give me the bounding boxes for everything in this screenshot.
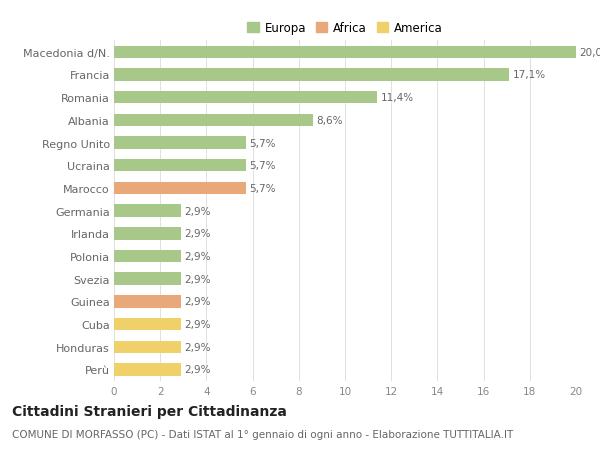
Text: 5,7%: 5,7% — [249, 161, 275, 171]
Text: 2,9%: 2,9% — [184, 274, 211, 284]
Bar — [114, 318, 181, 330]
Bar — [114, 160, 245, 172]
Legend: Europa, Africa, America: Europa, Africa, America — [245, 20, 445, 38]
Bar — [114, 137, 245, 150]
Text: 8,6%: 8,6% — [316, 116, 343, 126]
Bar — [114, 228, 181, 240]
Bar — [114, 205, 181, 218]
Bar — [114, 114, 313, 127]
Text: 20,0%: 20,0% — [580, 48, 600, 58]
Bar — [114, 341, 181, 353]
Bar — [114, 69, 509, 82]
Bar — [114, 182, 245, 195]
Text: 17,1%: 17,1% — [512, 70, 545, 80]
Bar — [114, 273, 181, 285]
Bar — [114, 296, 181, 308]
Text: 5,7%: 5,7% — [249, 138, 275, 148]
Bar — [114, 250, 181, 263]
Text: 2,9%: 2,9% — [184, 319, 211, 330]
Text: 2,9%: 2,9% — [184, 364, 211, 375]
Text: 11,4%: 11,4% — [381, 93, 414, 103]
Text: 2,9%: 2,9% — [184, 342, 211, 352]
Bar — [114, 46, 576, 59]
Text: 2,9%: 2,9% — [184, 229, 211, 239]
Bar — [114, 92, 377, 104]
Text: 2,9%: 2,9% — [184, 206, 211, 216]
Text: 2,9%: 2,9% — [184, 297, 211, 307]
Text: Cittadini Stranieri per Cittadinanza: Cittadini Stranieri per Cittadinanza — [12, 404, 287, 418]
Bar — [114, 364, 181, 376]
Text: 2,9%: 2,9% — [184, 252, 211, 262]
Text: COMUNE DI MORFASSO (PC) - Dati ISTAT al 1° gennaio di ogni anno - Elaborazione T: COMUNE DI MORFASSO (PC) - Dati ISTAT al … — [12, 429, 513, 439]
Text: 5,7%: 5,7% — [249, 184, 275, 194]
